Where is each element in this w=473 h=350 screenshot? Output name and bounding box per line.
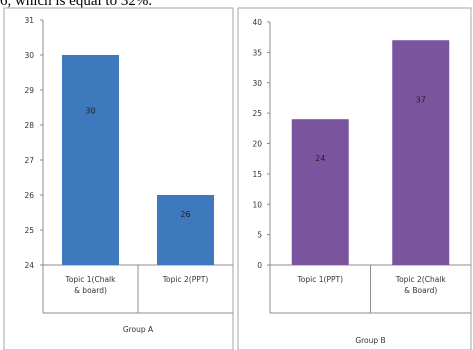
group-label: Group A [123,325,154,334]
y-tick-label: 20 [252,140,262,149]
y-tick-label: 31 [24,16,34,25]
chart-panel-group-a: 24 25 26 27 28 29 30 31 30 Topic 1(Chalk & board) 2… [3,7,234,350]
y-tick-label: 0 [257,261,262,270]
x-category-label: Topic 1(PPT) [297,275,344,284]
y-tick-label: 15 [252,170,262,179]
y-tick-label: 25 [252,109,262,118]
bar-data-label: 30 [85,107,95,116]
chart-panel-group-b: 0 5 10 15 20 25 30 35 40 24 Topic 1(PPT) 37 Topic 2(… [237,7,472,350]
bar-data-label: 24 [315,154,325,163]
y-tick-label: 30 [252,79,262,88]
y-tick-label: 40 [252,18,262,27]
x-category-label: Topic 1(Chalk & board) [65,275,117,295]
y-tick-label: 35 [252,48,262,57]
x-category-label-line: Topic 2(Chalk [395,275,447,284]
bar-2 [157,195,214,265]
y-tick-label: 5 [257,231,262,240]
group-label: Group B [355,336,385,345]
x-category-label-line: & board) [74,286,107,295]
y-tick-label: 26 [24,191,34,200]
y-tick-label: 24 [24,261,34,270]
y-tick-label: 30 [24,51,34,60]
bar-data-label: 37 [416,96,426,105]
x-category-label-line: Topic 1(Chalk [65,275,117,284]
bar-data-label: 26 [180,210,190,219]
bar-2 [392,40,450,265]
x-category-label: Topic 2(PPT) [162,275,209,284]
bar-1 [62,55,119,265]
x-category-label-line: Topic 1(PPT) [297,275,344,284]
y-tick-label: 10 [252,200,262,209]
y-tick-label: 27 [24,156,34,165]
caption-fragment: 6, which is equal to 32%. [0,0,153,9]
y-tick-label: 28 [24,121,34,130]
x-category-label-line: & Board) [404,286,437,295]
x-category-label: Topic 2(Chalk & Board) [395,275,447,295]
y-tick-label: 29 [24,86,34,95]
x-category-label-line: Topic 2(PPT) [162,275,209,284]
bar-1 [291,119,349,265]
y-tick-label: 25 [24,226,34,235]
